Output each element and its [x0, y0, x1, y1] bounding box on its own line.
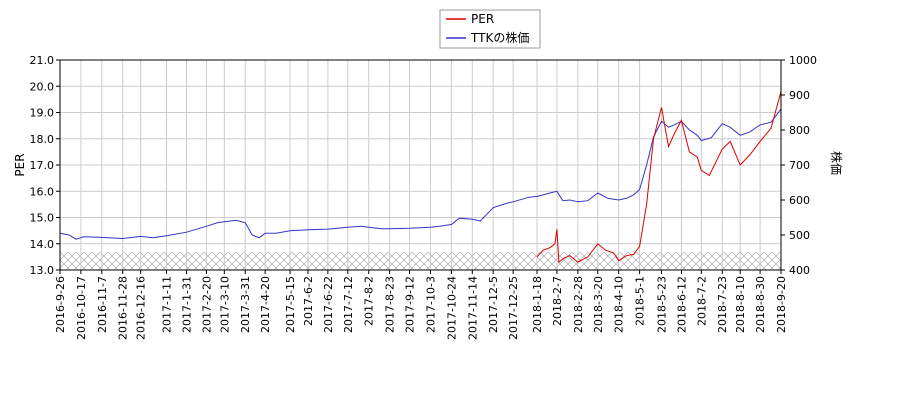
x-tick-label: 2018-3-20 — [592, 276, 605, 333]
left-tick-label: 13.0 — [30, 264, 55, 277]
x-tick-label: 2018-9-20 — [775, 276, 788, 333]
left-axis-title: PER — [13, 153, 27, 176]
x-tick-label: 2016-9-26 — [54, 276, 67, 333]
x-tick-label: 2017-6-2 — [302, 276, 315, 326]
x-tick-label: 2017-1-31 — [180, 276, 193, 333]
x-tick-label: 2017-8-23 — [384, 276, 397, 333]
x-tick-label: 2018-7-2 — [695, 276, 708, 326]
right-tick-label: 900 — [789, 89, 810, 102]
left-tick-label: 16.0 — [30, 185, 55, 198]
left-tick-label: 18.0 — [30, 133, 55, 146]
x-tick-label: 2017-2-20 — [200, 276, 213, 333]
x-tick-label: 2018-8-10 — [734, 276, 747, 333]
right-tick-label: 700 — [789, 159, 810, 172]
series-layer — [59, 91, 782, 264]
left-tick-label: 19.0 — [30, 107, 55, 120]
left-tick-label: 14.0 — [30, 238, 55, 251]
hatched-band-layer — [60, 252, 781, 270]
x-tick-label: 2018-4-10 — [613, 276, 626, 333]
right-tick-label: 800 — [789, 124, 810, 137]
right-tick-label: 400 — [789, 264, 810, 277]
left-tick-label: 17.0 — [30, 159, 55, 172]
x-tick-label: 2017-5-15 — [284, 276, 297, 333]
legend-label: TTKの株価 — [470, 30, 529, 45]
x-tick-label: 2018-2-28 — [572, 276, 585, 333]
x-tick-label: 2016-11-7 — [96, 276, 109, 333]
right-axis-title: 株価 — [829, 151, 844, 175]
x-tick-label: 2017-3-31 — [239, 276, 252, 333]
left-tick-label: 21.0 — [30, 54, 55, 67]
x-tick-label: 2017-1-11 — [161, 276, 174, 333]
x-tick-label: 2017-3-10 — [218, 276, 231, 333]
legend: PER TTKの株価 — [439, 9, 541, 49]
x-tick-label: 2017-11-14 — [466, 276, 479, 340]
x-tick-label: 2018-8-30 — [754, 276, 767, 333]
legend-label: PER — [471, 12, 494, 26]
x-tick-label: 2018-5-23 — [655, 276, 668, 333]
x-tick-label: 2017-9-12 — [404, 276, 417, 333]
left-tick-label: 20.0 — [30, 80, 55, 93]
x-tick-label: 2018-5-1 — [634, 276, 647, 326]
left-tick-label: 15.0 — [30, 212, 55, 225]
x-tick-label: 2018-1-18 — [531, 276, 544, 333]
series-line-per — [536, 91, 782, 264]
x-tick-label: 2017-10-24 — [445, 276, 458, 340]
x-tick-label: 2016-11-28 — [117, 276, 130, 340]
x-tick-label: 2017-8-2 — [363, 276, 376, 326]
x-tick-label: 2018-6-12 — [675, 276, 688, 333]
right-tick-label: 1000 — [789, 54, 817, 67]
hatched-band — [60, 252, 781, 270]
x-tick-label: 2018-2-7 — [551, 276, 564, 326]
x-tick-label: 2017-10-3 — [424, 276, 437, 333]
x-tick-label: 2017-12-5 — [487, 276, 500, 333]
x-tick-label: 2017-4-20 — [259, 276, 272, 333]
x-tick-label: 2017-12-25 — [507, 276, 520, 340]
x-tick-label: 2016-12-16 — [135, 276, 148, 340]
right-tick-label: 600 — [789, 194, 810, 207]
x-tick-label: 2017-6-22 — [322, 276, 335, 333]
right-tick-label: 500 — [789, 229, 810, 242]
x-tick-label: 2018-7-23 — [716, 276, 729, 333]
x-tick-label: 2016-10-17 — [75, 276, 88, 340]
series-line-stock-price — [59, 108, 782, 240]
legend-box — [439, 9, 541, 49]
axes-layer: 13.0 14.0 15.0 16.0 17.0 18.0 19.0 20.0 21.0 400 5… — [13, 54, 844, 340]
x-tick-label: 2017-7-12 — [342, 276, 355, 333]
grid-layer — [59, 59, 782, 271]
